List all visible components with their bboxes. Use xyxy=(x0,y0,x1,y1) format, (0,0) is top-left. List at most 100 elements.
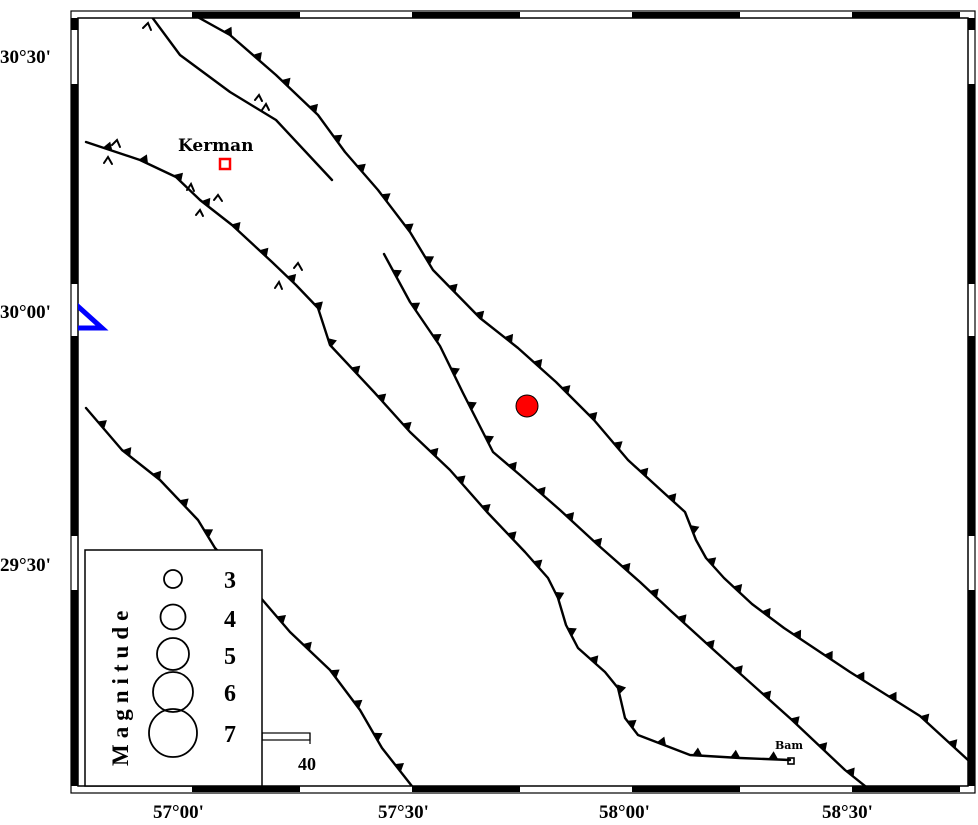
thrust-tooth xyxy=(97,420,107,430)
station-icon[interactable] xyxy=(62,292,109,331)
frame-bar xyxy=(71,84,78,284)
frame-bar xyxy=(71,18,78,30)
magnitude-legend: Magnitude 3 4 5 6 7 xyxy=(84,549,263,787)
thrust-tooth xyxy=(259,247,269,258)
frame-bar xyxy=(852,786,960,792)
thrust-tooth xyxy=(252,52,262,62)
thrust-tooth xyxy=(621,562,631,573)
thrust-tooth xyxy=(507,461,517,472)
thrust-tooth xyxy=(818,742,828,752)
legend-label-6: 6 xyxy=(224,681,236,707)
thrust-tooth xyxy=(730,749,741,758)
legend-circle-3 xyxy=(163,569,183,589)
thrust-tooth xyxy=(790,716,800,726)
thrust-tooth xyxy=(481,504,491,514)
thrust-tooth xyxy=(589,655,599,665)
thrust-tooth xyxy=(705,639,715,650)
thrust-tooth xyxy=(706,557,717,567)
city-label-bam: Bam xyxy=(775,739,803,752)
legend-circle-7 xyxy=(148,708,198,758)
legend-circle-6 xyxy=(152,671,194,713)
lat-tick-label: 30°30' xyxy=(0,47,51,68)
thrust-tooth xyxy=(533,359,543,369)
thrust-tooth xyxy=(507,531,517,541)
thrust-tooth xyxy=(432,334,442,343)
thrust-tooth xyxy=(920,713,930,723)
thrust-tooth xyxy=(948,739,958,749)
legend-label-5: 5 xyxy=(224,644,236,670)
thrust-tooth xyxy=(467,401,477,411)
thrust-tooth xyxy=(173,172,183,182)
lon-tick-label: 57°30' xyxy=(378,802,429,823)
lon-tick-label: 57°00' xyxy=(153,802,204,823)
fault-line xyxy=(382,252,867,786)
epicenter-marker[interactable] xyxy=(515,394,539,418)
thrust-tooth xyxy=(565,512,575,522)
thrust-tooth xyxy=(692,747,703,756)
legend-label-7: 7 xyxy=(224,722,236,748)
thrust-tooth xyxy=(733,584,743,594)
legend-circle-5 xyxy=(156,637,190,671)
thrust-tooth xyxy=(450,367,460,377)
thrust-teeth xyxy=(97,0,958,777)
city-marker-bam[interactable] xyxy=(787,757,795,765)
thrust-tooth xyxy=(287,274,297,284)
thrust-tooth xyxy=(448,283,458,293)
lon-tick-label: 58°00' xyxy=(599,802,650,823)
legend-label-4: 4 xyxy=(224,607,236,633)
fault-line xyxy=(151,18,334,182)
frame-bar xyxy=(71,590,78,786)
frame-bar xyxy=(412,12,520,18)
thrust-tooth xyxy=(456,475,466,485)
thrust-tooth xyxy=(690,525,700,535)
thrust-tooth xyxy=(394,763,404,772)
thrust-tooth xyxy=(201,197,211,208)
thrust-tooth xyxy=(504,333,514,344)
thrust-tooth xyxy=(617,684,627,695)
thrust-tooth xyxy=(649,588,659,598)
thrust-tooth xyxy=(888,691,897,702)
thrust-tooth xyxy=(356,163,366,173)
frame-bar xyxy=(192,786,300,792)
city-marker-kerman[interactable] xyxy=(218,157,232,171)
thrust-tooth xyxy=(402,421,412,431)
faults-layer xyxy=(84,0,968,786)
legend-title: Magnitude xyxy=(108,605,133,766)
thrust-tooth xyxy=(381,193,391,203)
frame-bar xyxy=(968,84,975,284)
thrust-tooth xyxy=(203,529,214,538)
thrust-tooth xyxy=(153,0,163,6)
thrust-tooth xyxy=(639,467,649,477)
thrust-tooth xyxy=(424,256,435,265)
strike-slip-icon xyxy=(103,21,303,290)
thrust-tooth xyxy=(656,736,667,746)
thrust-tooth xyxy=(588,412,598,422)
frame-bar xyxy=(968,336,975,536)
thrust-tooth xyxy=(373,732,383,742)
city-label-kerman: Kerman xyxy=(178,136,254,156)
frame-bar xyxy=(71,336,78,536)
thrust-tooth xyxy=(667,493,677,503)
frame-bar xyxy=(852,12,960,18)
thrust-tooth xyxy=(768,751,779,760)
thrust-tooth xyxy=(475,310,485,320)
thrust-tooth xyxy=(824,650,833,661)
thrust-tooth xyxy=(313,301,323,311)
frame-checker-bars xyxy=(71,12,975,792)
frame-bar xyxy=(632,786,740,792)
thrust-tooth xyxy=(351,365,361,375)
thrust-tooth xyxy=(353,699,363,709)
scale-bar-label: 40 xyxy=(298,754,316,774)
thrust-tooth xyxy=(627,719,637,729)
thrust-tooth xyxy=(484,435,494,445)
lat-tick-label: 29°30' xyxy=(0,555,51,576)
thrust-tooth xyxy=(376,393,387,403)
legend-circle-4 xyxy=(159,603,187,631)
thrust-tooth xyxy=(223,26,232,37)
thrust-tooth xyxy=(410,302,421,312)
thrust-tooth xyxy=(276,615,286,624)
thrust-tooth xyxy=(392,269,402,279)
thrust-tooth xyxy=(567,627,577,637)
thrust-tooth xyxy=(554,591,565,601)
